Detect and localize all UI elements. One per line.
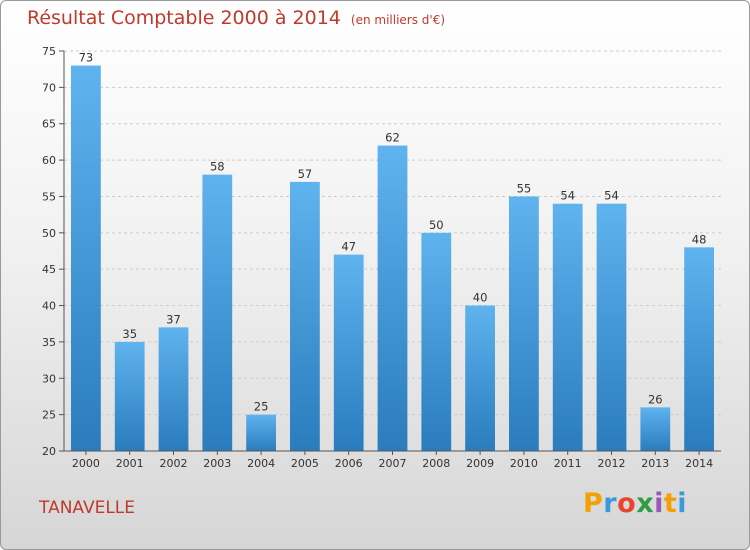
- y-tick-label: 35: [42, 336, 56, 349]
- logo-letter: o: [617, 488, 637, 519]
- x-tick-label-2011: 2011: [554, 457, 582, 470]
- y-tick-label: 65: [42, 118, 56, 131]
- bar-2007: [377, 145, 408, 451]
- bar-2010: [509, 196, 539, 451]
- x-tick-label-2008: 2008: [422, 457, 450, 470]
- value-label-2013: 26: [648, 392, 663, 406]
- bar-2002: [158, 327, 189, 451]
- bar-2012: [596, 203, 627, 451]
- value-label-2012: 54: [604, 189, 619, 203]
- y-tick-label: 25: [42, 409, 56, 422]
- x-tick-label-2005: 2005: [291, 457, 319, 470]
- logo-letter: i: [654, 488, 664, 519]
- proxiti-logo: Proxiti: [583, 488, 687, 519]
- x-tick-label-2009: 2009: [466, 457, 494, 470]
- x-tick-label-2000: 2000: [72, 457, 100, 470]
- x-tick-label-2010: 2010: [510, 457, 538, 470]
- x-tick-label-2007: 2007: [379, 457, 407, 470]
- bar-2000: [71, 65, 101, 451]
- bar-2004: [246, 414, 276, 451]
- bar-2006: [333, 254, 364, 451]
- value-label-2002: 37: [166, 312, 181, 326]
- bar-2003: [202, 174, 233, 452]
- bar-2001: [114, 341, 145, 451]
- x-tick-label-2004: 2004: [247, 457, 275, 470]
- y-tick-label: 20: [42, 445, 56, 458]
- value-label-2011: 54: [560, 189, 575, 203]
- bar-2008: [421, 232, 452, 451]
- bar-2009: [465, 305, 495, 451]
- y-tick-label: 75: [42, 45, 56, 58]
- value-label-2000: 73: [79, 51, 94, 65]
- y-tick-label: 55: [42, 190, 56, 203]
- y-tick-label: 60: [42, 154, 56, 167]
- y-tick-label: 45: [42, 263, 56, 276]
- logo-letter: x: [636, 488, 655, 519]
- x-tick-label-2013: 2013: [641, 457, 669, 470]
- x-tick-label-2014: 2014: [685, 457, 713, 470]
- value-label-2006: 47: [341, 240, 356, 254]
- x-tick-label-2001: 2001: [116, 457, 144, 470]
- chart-subtitle: (en milliers d'€): [350, 13, 446, 27]
- x-tick-label-2012: 2012: [598, 457, 626, 470]
- value-label-2005: 57: [298, 167, 313, 181]
- y-tick-label: 40: [42, 300, 56, 313]
- title-text: Résultat Comptable 2000 à 2014: [27, 7, 341, 29]
- y-tick-label: 70: [42, 81, 56, 94]
- value-label-2004: 25: [254, 400, 269, 414]
- y-tick-label: 30: [42, 372, 56, 385]
- logo-letter: t: [663, 488, 678, 519]
- x-tick-label-2002: 2002: [160, 457, 188, 470]
- value-label-2010: 55: [517, 181, 532, 195]
- bar-2013: [640, 407, 671, 451]
- value-label-2001: 35: [122, 327, 137, 341]
- value-label-2007: 62: [385, 131, 400, 145]
- value-label-2003: 58: [210, 160, 225, 174]
- y-tick-label: 50: [42, 227, 56, 240]
- chart-title: Résultat Comptable 2000 à 2014 (en millie…: [27, 7, 445, 29]
- bar-2011: [552, 203, 583, 451]
- x-tick-label-2006: 2006: [335, 457, 363, 470]
- value-label-2009: 40: [473, 291, 488, 305]
- x-tick-label-2003: 2003: [203, 457, 231, 470]
- bar-2005: [290, 181, 320, 451]
- bars-layer: 73 35 37 58 25 57 47 62 50 40 55 54 54 26 48: [71, 51, 714, 452]
- logo-letter: r: [603, 488, 618, 519]
- axis-layer: 20 25 30 35 40 45 50 55 60 65 70 75 2000 2001 2002 2003…: [42, 45, 721, 470]
- value-label-2008: 50: [429, 218, 444, 232]
- value-label-2014: 48: [692, 232, 707, 246]
- town-name: TANAVELLE: [39, 498, 136, 518]
- logo-letter: i: [677, 488, 688, 519]
- bar-2014: [684, 247, 714, 451]
- logo-letter: P: [583, 488, 604, 519]
